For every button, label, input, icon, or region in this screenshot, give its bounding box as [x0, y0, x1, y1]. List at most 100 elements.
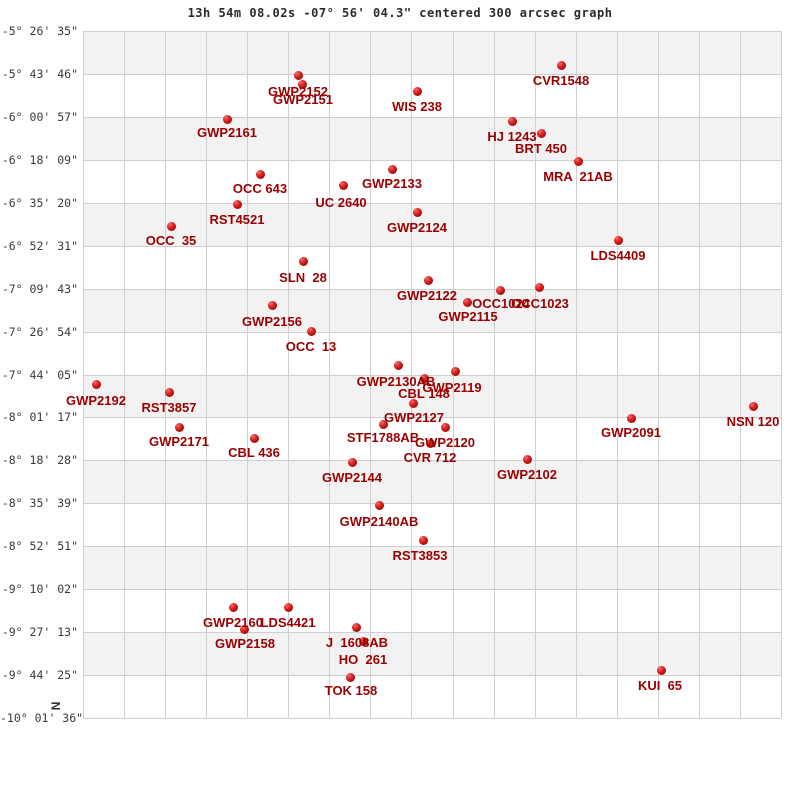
star-dot-gwp2130ab[interactable] — [393, 360, 403, 370]
star-dot-nsn-120[interactable] — [748, 401, 758, 411]
star-label: HO 261 — [338, 652, 388, 667]
h-gridline — [83, 675, 781, 677]
star-label: OCC 13 — [285, 339, 337, 354]
star-dot-rst3857[interactable] — [164, 387, 174, 397]
plot-area[interactable] — [83, 31, 782, 719]
y-tick-label: -6° 52' 31" — [1, 238, 78, 253]
star-label: OCC 35 — [145, 233, 197, 248]
star-dot-rst3853[interactable] — [418, 535, 428, 545]
star-dot-gwp2119[interactable] — [450, 366, 460, 376]
h-gridline — [83, 202, 781, 204]
star-dot-brt-450[interactable] — [536, 128, 546, 138]
star-label: MRA 21AB — [543, 169, 613, 184]
v-gridline — [781, 31, 782, 718]
star-dot-gwp2140ab[interactable] — [374, 500, 384, 510]
star-label: OCC1023 — [511, 296, 569, 311]
star-label: SLN 28 — [279, 270, 327, 285]
star-dot-sln-28[interactable] — [298, 256, 308, 266]
star-dot-rst4521[interactable] — [232, 199, 242, 209]
chart-title: 13h 54m 08.02s -07° 56' 04.3" centered 3… — [187, 6, 613, 20]
star-label: LDS4409 — [590, 248, 646, 263]
h-gridline — [83, 503, 781, 505]
star-label: GWP2122 — [397, 288, 457, 303]
star-dot-occ-35[interactable] — [166, 221, 176, 231]
star-dot-gwp2127[interactable] — [408, 398, 418, 408]
star-label: OCC1024 — [472, 296, 530, 311]
h-gridline — [83, 288, 781, 290]
star-dot-gwp2171[interactable] — [174, 422, 184, 432]
star-dot-gwp2161[interactable] — [222, 114, 232, 124]
star-dot-lds4421[interactable] — [283, 602, 293, 612]
h-gridline — [83, 417, 781, 419]
star-dot-lds4409[interactable] — [613, 235, 623, 245]
star-dot-j-1608ab[interactable] — [351, 622, 361, 632]
star-dot-gwp2160[interactable] — [228, 602, 238, 612]
h-gridline — [83, 245, 781, 247]
v-gridline — [698, 31, 700, 718]
star-dot-occ-13[interactable] — [306, 326, 316, 336]
star-dot-gwp2122[interactable] — [423, 275, 433, 285]
row-band — [83, 374, 781, 418]
star-label: LDS4421 — [260, 615, 316, 630]
y-tick-label: -8° 52' 51" — [1, 539, 78, 554]
star-dot-cbl-148[interactable] — [419, 373, 429, 383]
star-dot-gwp2115[interactable] — [462, 297, 472, 307]
star-label: GWP2171 — [149, 434, 209, 449]
star-label: GWP2120 — [415, 435, 475, 450]
star-dot-hj-1243[interactable] — [507, 116, 517, 126]
y-tick-label: -6° 00' 57" — [1, 109, 78, 124]
star-dot-gwp2133[interactable] — [387, 164, 397, 174]
star-dot-wis-238[interactable] — [412, 86, 422, 96]
star-label: GWP2151 — [273, 92, 333, 107]
star-dot-cvr1548[interactable] — [556, 60, 566, 70]
star-label: UC 2640 — [315, 195, 367, 210]
star-dot-occ-643[interactable] — [255, 169, 265, 179]
h-gridline — [83, 589, 781, 591]
y-tick-label: -8° 35' 39" — [1, 496, 78, 511]
star-label: GWP2152 — [268, 84, 328, 99]
star-dot-gwp2102[interactable] — [522, 454, 532, 464]
star-dot-gwp2151[interactable] — [297, 79, 307, 89]
star-label: GWP2130AB — [356, 374, 436, 389]
star-label: GWP2127 — [384, 410, 444, 425]
star-dot-gwp2120[interactable] — [440, 422, 450, 432]
star-dot-gwp2192[interactable] — [91, 379, 101, 389]
star-dot-stf1788ab[interactable] — [378, 419, 388, 429]
star-dot-ho-261[interactable] — [358, 636, 368, 646]
star-label: RST3853 — [392, 548, 448, 563]
v-gridline — [493, 31, 495, 718]
star-label: STF1788AB — [346, 430, 420, 445]
star-label: GWP2156 — [242, 314, 302, 329]
star-dot-gwp2152[interactable] — [293, 70, 303, 80]
v-gridline — [739, 31, 741, 718]
h-gridline — [83, 718, 781, 719]
star-dot-kui-65[interactable] — [656, 665, 666, 675]
v-gridline — [370, 31, 372, 718]
star-label: CVR1548 — [532, 73, 590, 88]
star-dot-gwp2158[interactable] — [239, 624, 249, 634]
north-indicator: N — [48, 701, 63, 711]
star-dot-gwp2124[interactable] — [412, 207, 422, 217]
h-gridline — [83, 632, 781, 634]
star-dot-gwp2156[interactable] — [267, 300, 277, 310]
y-tick-label: -6° 35' 20" — [1, 195, 78, 210]
h-gridline — [83, 460, 781, 462]
star-dot-gwp2144[interactable] — [347, 457, 357, 467]
row-band — [83, 31, 781, 74]
star-dot-gwp2091[interactable] — [626, 413, 636, 423]
star-label: GWP2144 — [322, 470, 382, 485]
star-dot-mra-21ab[interactable] — [573, 156, 583, 166]
star-label: GWP2192 — [66, 393, 126, 408]
v-gridline — [616, 31, 618, 718]
star-dot-occ1024[interactable] — [495, 285, 505, 295]
star-dot-occ1023[interactable] — [534, 282, 544, 292]
star-dot-cbl-436[interactable] — [249, 433, 259, 443]
star-dot-cvr-712[interactable] — [425, 438, 435, 448]
h-gridline — [83, 374, 781, 376]
y-tick-label: -9° 27' 13" — [1, 625, 78, 640]
row-band — [83, 116, 781, 160]
v-gridline — [288, 31, 290, 718]
star-dot-uc-2640[interactable] — [338, 180, 348, 190]
star-dot-tok-158[interactable] — [345, 672, 355, 682]
star-label: NSN 120 — [726, 414, 780, 429]
